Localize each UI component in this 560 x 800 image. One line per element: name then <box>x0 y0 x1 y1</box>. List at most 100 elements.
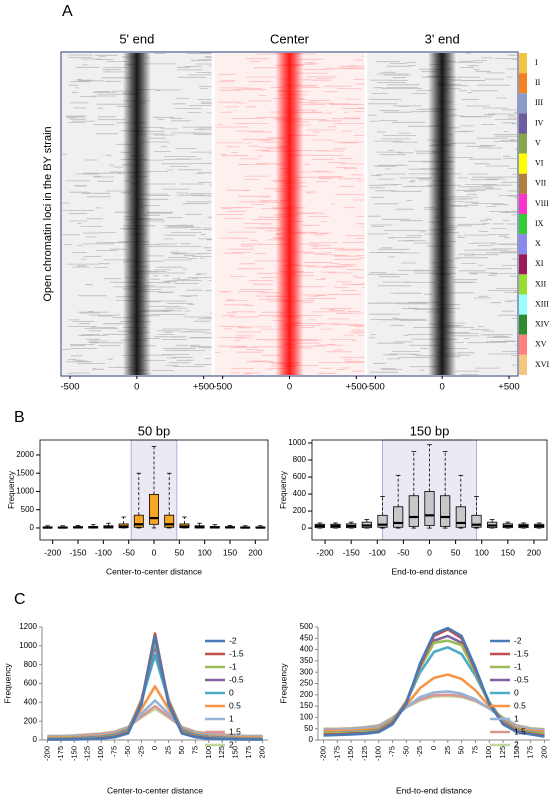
x-tick-label: -100 <box>369 547 386 557</box>
x-tick-label: -50 <box>397 547 410 557</box>
y-axis-label: Frequency <box>7 471 16 509</box>
y-tick-label: 800 <box>24 660 38 669</box>
y-tick-label: 350 <box>300 656 314 665</box>
box <box>408 495 419 527</box>
x-tick-label: 0 <box>427 547 432 557</box>
chart-title: 150 bp <box>410 423 450 438</box>
y-tick-label: 600 <box>24 679 38 688</box>
box <box>149 493 159 525</box>
x-tick-label: -25 <box>415 746 424 757</box>
box <box>424 491 435 526</box>
x-tick-label: 200 <box>539 746 548 759</box>
chromosome-label: VI <box>535 159 544 168</box>
heatmap-title: Center <box>270 31 310 46</box>
y-tick-label: 500 <box>21 505 35 514</box>
chromosome-label: XVI <box>535 360 550 369</box>
x-tick-label: 50 <box>457 746 466 754</box>
y-tick-label: 0 <box>30 523 35 532</box>
x-axis-label: End-to-end distance <box>396 785 472 795</box>
x-tick-label: 25 <box>443 746 452 754</box>
legend-label: -2 <box>229 635 237 645</box>
y-tick-label: 2000 <box>16 450 34 459</box>
y-tick-label: 450 <box>300 633 314 642</box>
y-tick-label: 800 <box>293 455 307 464</box>
series-line <box>47 635 263 741</box>
y-tick-label: 200 <box>24 716 38 725</box>
chromosome-label: XV <box>535 340 547 349</box>
y-tick-label: 50 <box>304 724 313 733</box>
x-tick-label: 0 <box>287 382 292 393</box>
box <box>471 514 482 528</box>
legend-label: 2 <box>229 739 234 749</box>
heatmap-center-band <box>428 53 457 375</box>
y-axis-label: Frequency <box>278 663 288 704</box>
x-tick-label: 150 <box>501 547 515 557</box>
y-tick-label: 0 <box>309 735 314 744</box>
chromosome-label: XIV <box>535 320 549 329</box>
x-tick-label: -25 <box>137 746 146 757</box>
chromosome-band <box>519 153 527 174</box>
x-tick-label: -200 <box>42 746 51 761</box>
chromosome-band <box>519 193 527 214</box>
series-line <box>323 626 545 738</box>
legend-label: 1 <box>229 713 234 723</box>
x-tick-label: 125 <box>217 746 226 759</box>
chromosome-band <box>519 254 527 275</box>
y-tick-label: 400 <box>293 489 307 498</box>
x-tick-label: -200 <box>319 746 328 761</box>
chromosome-label: XIII <box>535 299 549 308</box>
legend-label: 1 <box>514 713 519 723</box>
chart-title: 50 bp <box>138 423 171 438</box>
box <box>164 514 175 528</box>
y-tick-label: 300 <box>300 667 314 676</box>
y-tick-label: 1000 <box>19 641 37 650</box>
x-tick-label: -100 <box>96 746 105 761</box>
x-axis-label: End-to-end distance <box>391 566 467 576</box>
x-tick-label: -75 <box>388 746 397 757</box>
heatmap-center-band <box>275 53 304 375</box>
x-tick-label: 175 <box>244 746 253 759</box>
x-tick-label: -150 <box>69 746 78 761</box>
y-tick-label: 200 <box>293 506 307 515</box>
legend-label: 0.5 <box>514 700 526 710</box>
y-tick-label: 400 <box>300 645 314 654</box>
box <box>440 495 451 527</box>
chromosome-label: VIII <box>535 199 549 208</box>
y-tick-label: 250 <box>300 679 314 688</box>
x-tick-label: 100 <box>198 547 212 557</box>
y-tick-label: 500 <box>300 622 314 631</box>
x-tick-label: -150 <box>343 547 360 557</box>
x-axis-label: Center-to-center distance <box>106 566 202 576</box>
x-tick-label: +500 <box>498 382 519 393</box>
series-line <box>323 639 545 735</box>
legend-label: 0 <box>229 687 234 697</box>
x-tick-label: 150 <box>223 547 237 557</box>
chromosome-band <box>519 113 527 134</box>
chromosome-band <box>519 274 527 295</box>
chromosome-label: X <box>535 239 541 248</box>
y-tick-label: 200 <box>300 690 314 699</box>
box <box>133 514 144 528</box>
y-tick-label: 0 <box>33 735 38 744</box>
x-tick-label: 0 <box>429 746 438 750</box>
x-tick-label: +500 <box>346 382 367 393</box>
legend-label: 2 <box>514 739 519 749</box>
chromosome-label: XI <box>535 259 544 268</box>
chromosome-label: V <box>535 138 541 147</box>
chromosome-band <box>519 314 527 335</box>
x-axis-label: Center-to-center distance <box>107 785 203 795</box>
chromosome-label: IV <box>535 118 544 127</box>
legend-label: -1 <box>229 661 237 671</box>
x-tick-label: -175 <box>56 746 65 761</box>
x-tick-label: 125 <box>498 746 507 759</box>
x-tick-label: -200 <box>317 547 334 557</box>
x-tick-label: -175 <box>332 746 341 761</box>
x-tick-label: 200 <box>527 547 541 557</box>
x-tick-label: 0 <box>440 382 445 393</box>
x-tick-label: -75 <box>110 746 119 757</box>
panel-label: A <box>62 3 73 20</box>
y-tick-label: 100 <box>300 713 314 722</box>
x-tick-label: 100 <box>484 746 493 759</box>
chromosome-band <box>519 53 527 74</box>
y-tick-label: 0 <box>302 523 307 532</box>
